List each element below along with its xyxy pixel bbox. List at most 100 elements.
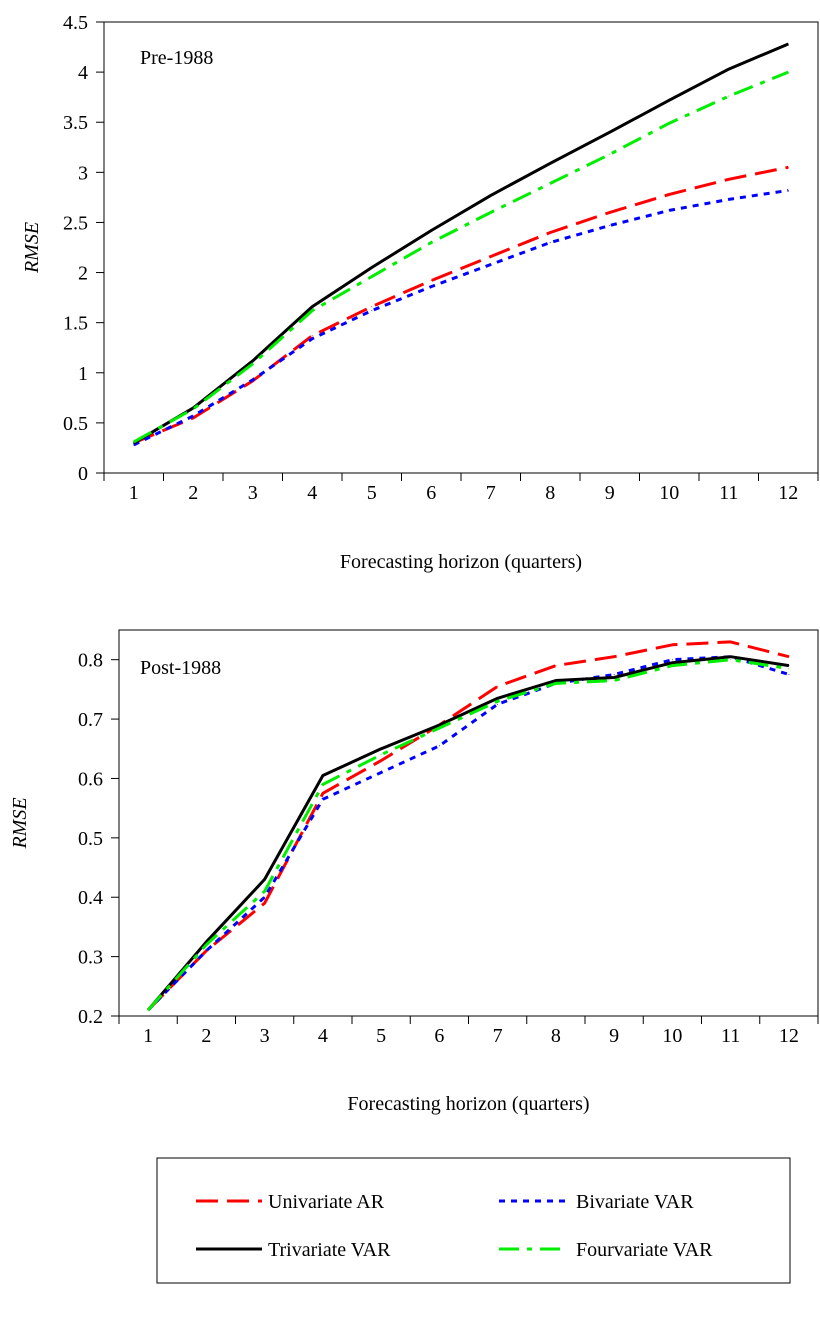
data-point	[264, 902, 266, 904]
y-tick-label: 0.3	[78, 947, 103, 969]
data-point	[264, 878, 266, 880]
data-point	[728, 178, 730, 180]
y-tick-label: 4	[78, 62, 88, 84]
data-point	[322, 792, 324, 794]
data-point	[668, 122, 670, 124]
data-point	[264, 896, 266, 898]
data-point	[668, 209, 670, 211]
data-point	[671, 665, 673, 667]
legend-label: Trivariate VAR	[268, 1239, 391, 1261]
x-axis-label: Forecasting horizon (quarters)	[340, 551, 582, 573]
panel-label: Post-1988	[140, 657, 221, 679]
data-point	[430, 280, 432, 282]
data-point	[555, 679, 557, 681]
data-point	[380, 772, 382, 774]
data-point	[380, 754, 382, 756]
y-tick-label: 0.6	[78, 768, 103, 790]
data-point	[490, 256, 492, 258]
data-point	[787, 43, 789, 45]
data-point	[788, 656, 790, 658]
data-point	[322, 774, 324, 776]
data-point	[430, 229, 432, 231]
y-tick-label: 2	[78, 263, 88, 285]
y-tick-label: 1	[78, 363, 88, 385]
legend-label: Fourvariate VAR	[576, 1239, 713, 1261]
x-tick-label: 11	[721, 1025, 740, 1047]
data-point	[252, 360, 254, 362]
x-tick-label: 4	[307, 482, 317, 504]
data-point	[788, 674, 790, 676]
data-point	[497, 700, 499, 702]
data-point	[371, 306, 373, 308]
data-point	[192, 415, 194, 417]
y-tick-label: 0.8	[78, 650, 103, 672]
data-point	[613, 656, 615, 658]
data-point	[264, 890, 266, 892]
data-point	[787, 189, 789, 191]
data-point	[380, 748, 382, 750]
x-tick-label: 2	[201, 1025, 211, 1047]
x-tick-label: 5	[376, 1025, 386, 1047]
x-tick-label: 7	[493, 1025, 503, 1047]
y-tick-label: 0.2	[78, 1006, 103, 1028]
data-point	[613, 674, 615, 676]
y-axis-label: RMSE	[9, 797, 31, 849]
x-tick-label: 1	[129, 482, 139, 504]
data-point	[371, 267, 373, 269]
x-tick-label: 8	[551, 1025, 561, 1047]
x-tick-label: 8	[545, 482, 555, 504]
data-point	[555, 682, 557, 684]
data-point	[609, 153, 611, 155]
data-point	[671, 662, 673, 664]
y-tick-label: 0.7	[78, 709, 103, 731]
data-point	[371, 276, 373, 278]
data-point	[490, 264, 492, 266]
x-tick-label: 9	[605, 482, 615, 504]
y-tick-label: 2.5	[63, 212, 88, 234]
data-point	[380, 760, 382, 762]
x-tick-label: 4	[318, 1025, 328, 1047]
x-tick-label: 5	[367, 482, 377, 504]
data-point	[430, 286, 432, 288]
data-point	[430, 241, 432, 243]
data-point	[311, 338, 313, 340]
data-point	[192, 407, 194, 409]
x-tick-label: 10	[659, 482, 679, 504]
y-tick-label: 4.5	[63, 12, 88, 34]
x-tick-label: 9	[609, 1025, 619, 1047]
data-point	[205, 944, 207, 946]
data-point	[490, 194, 492, 196]
data-point	[613, 677, 615, 679]
data-point	[497, 703, 499, 705]
data-point	[252, 379, 254, 381]
data-point	[609, 224, 611, 226]
x-tick-label: 6	[434, 1025, 444, 1047]
data-point	[133, 441, 135, 443]
series-line-fourvariate-var	[146, 658, 790, 1012]
data-point	[438, 745, 440, 747]
data-point	[497, 685, 499, 687]
data-point	[438, 727, 440, 729]
series-line-univariate-ar	[147, 640, 790, 1012]
x-tick-label: 7	[486, 482, 496, 504]
plot-area-2	[118, 629, 819, 1017]
data-point	[497, 697, 499, 699]
y-tick-label: 1.5	[63, 313, 88, 335]
y-tick-label: 0.5	[63, 413, 88, 435]
panel-label: Pre-1988	[140, 47, 213, 69]
data-point	[671, 659, 673, 661]
x-tick-label: 6	[426, 482, 436, 504]
x-tick-label: 12	[778, 482, 798, 504]
data-point	[609, 131, 611, 133]
x-tick-label: 2	[188, 482, 198, 504]
y-axis-label: RMSE	[21, 222, 43, 274]
x-axis-label: Forecasting horizon (quarters)	[347, 1093, 589, 1115]
y-tick-label: 0.4	[78, 887, 103, 909]
data-point	[555, 665, 557, 667]
series-line-univariate-ar	[133, 165, 789, 445]
series-line-bivariate-var	[147, 655, 790, 1012]
x-tick-label: 12	[779, 1025, 799, 1047]
data-point	[787, 71, 789, 73]
data-point	[668, 99, 670, 101]
data-point	[438, 724, 440, 726]
